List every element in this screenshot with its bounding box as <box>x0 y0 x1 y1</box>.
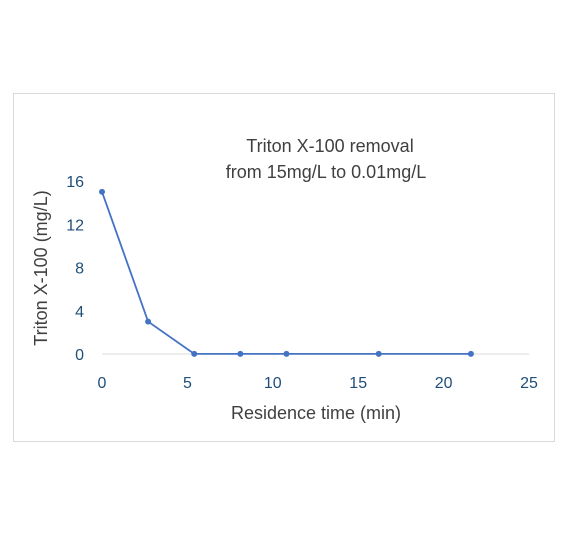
x-tick-labels: 0 5 10 15 20 25 <box>98 375 538 392</box>
x-tick-label: 20 <box>435 375 453 392</box>
y-tick-label: 16 <box>66 174 84 191</box>
data-point <box>145 318 152 325</box>
chart-title-line-2: from 15mg/L to 0.01mg/L <box>226 162 426 182</box>
data-point <box>99 188 105 195</box>
y-tick-label: 12 <box>66 217 84 234</box>
data-point <box>191 350 198 357</box>
y-tick-label: 4 <box>75 304 84 321</box>
x-tick-label: 10 <box>264 375 282 392</box>
x-tick-label: 15 <box>349 375 367 392</box>
chart-frame <box>13 93 555 442</box>
x-axis-title: Residence time (min) <box>231 403 401 423</box>
y-tick-labels: 0 4 8 12 16 <box>66 174 84 364</box>
data-point <box>283 350 290 357</box>
data-point <box>467 350 474 357</box>
series-line <box>101 191 471 355</box>
y-tick-label: 8 <box>75 261 84 278</box>
x-tick-label: 25 <box>520 375 538 392</box>
y-axis-title: Triton X-100 (mg/L) <box>31 190 51 345</box>
series-group <box>99 188 474 357</box>
data-point <box>237 350 244 357</box>
x-tick-label: 0 <box>98 375 107 392</box>
data-point <box>375 350 382 357</box>
chart-title-line-1: Triton X-100 removal <box>246 136 413 156</box>
x-tick-label: 5 <box>183 375 192 392</box>
y-tick-label: 0 <box>75 347 84 364</box>
